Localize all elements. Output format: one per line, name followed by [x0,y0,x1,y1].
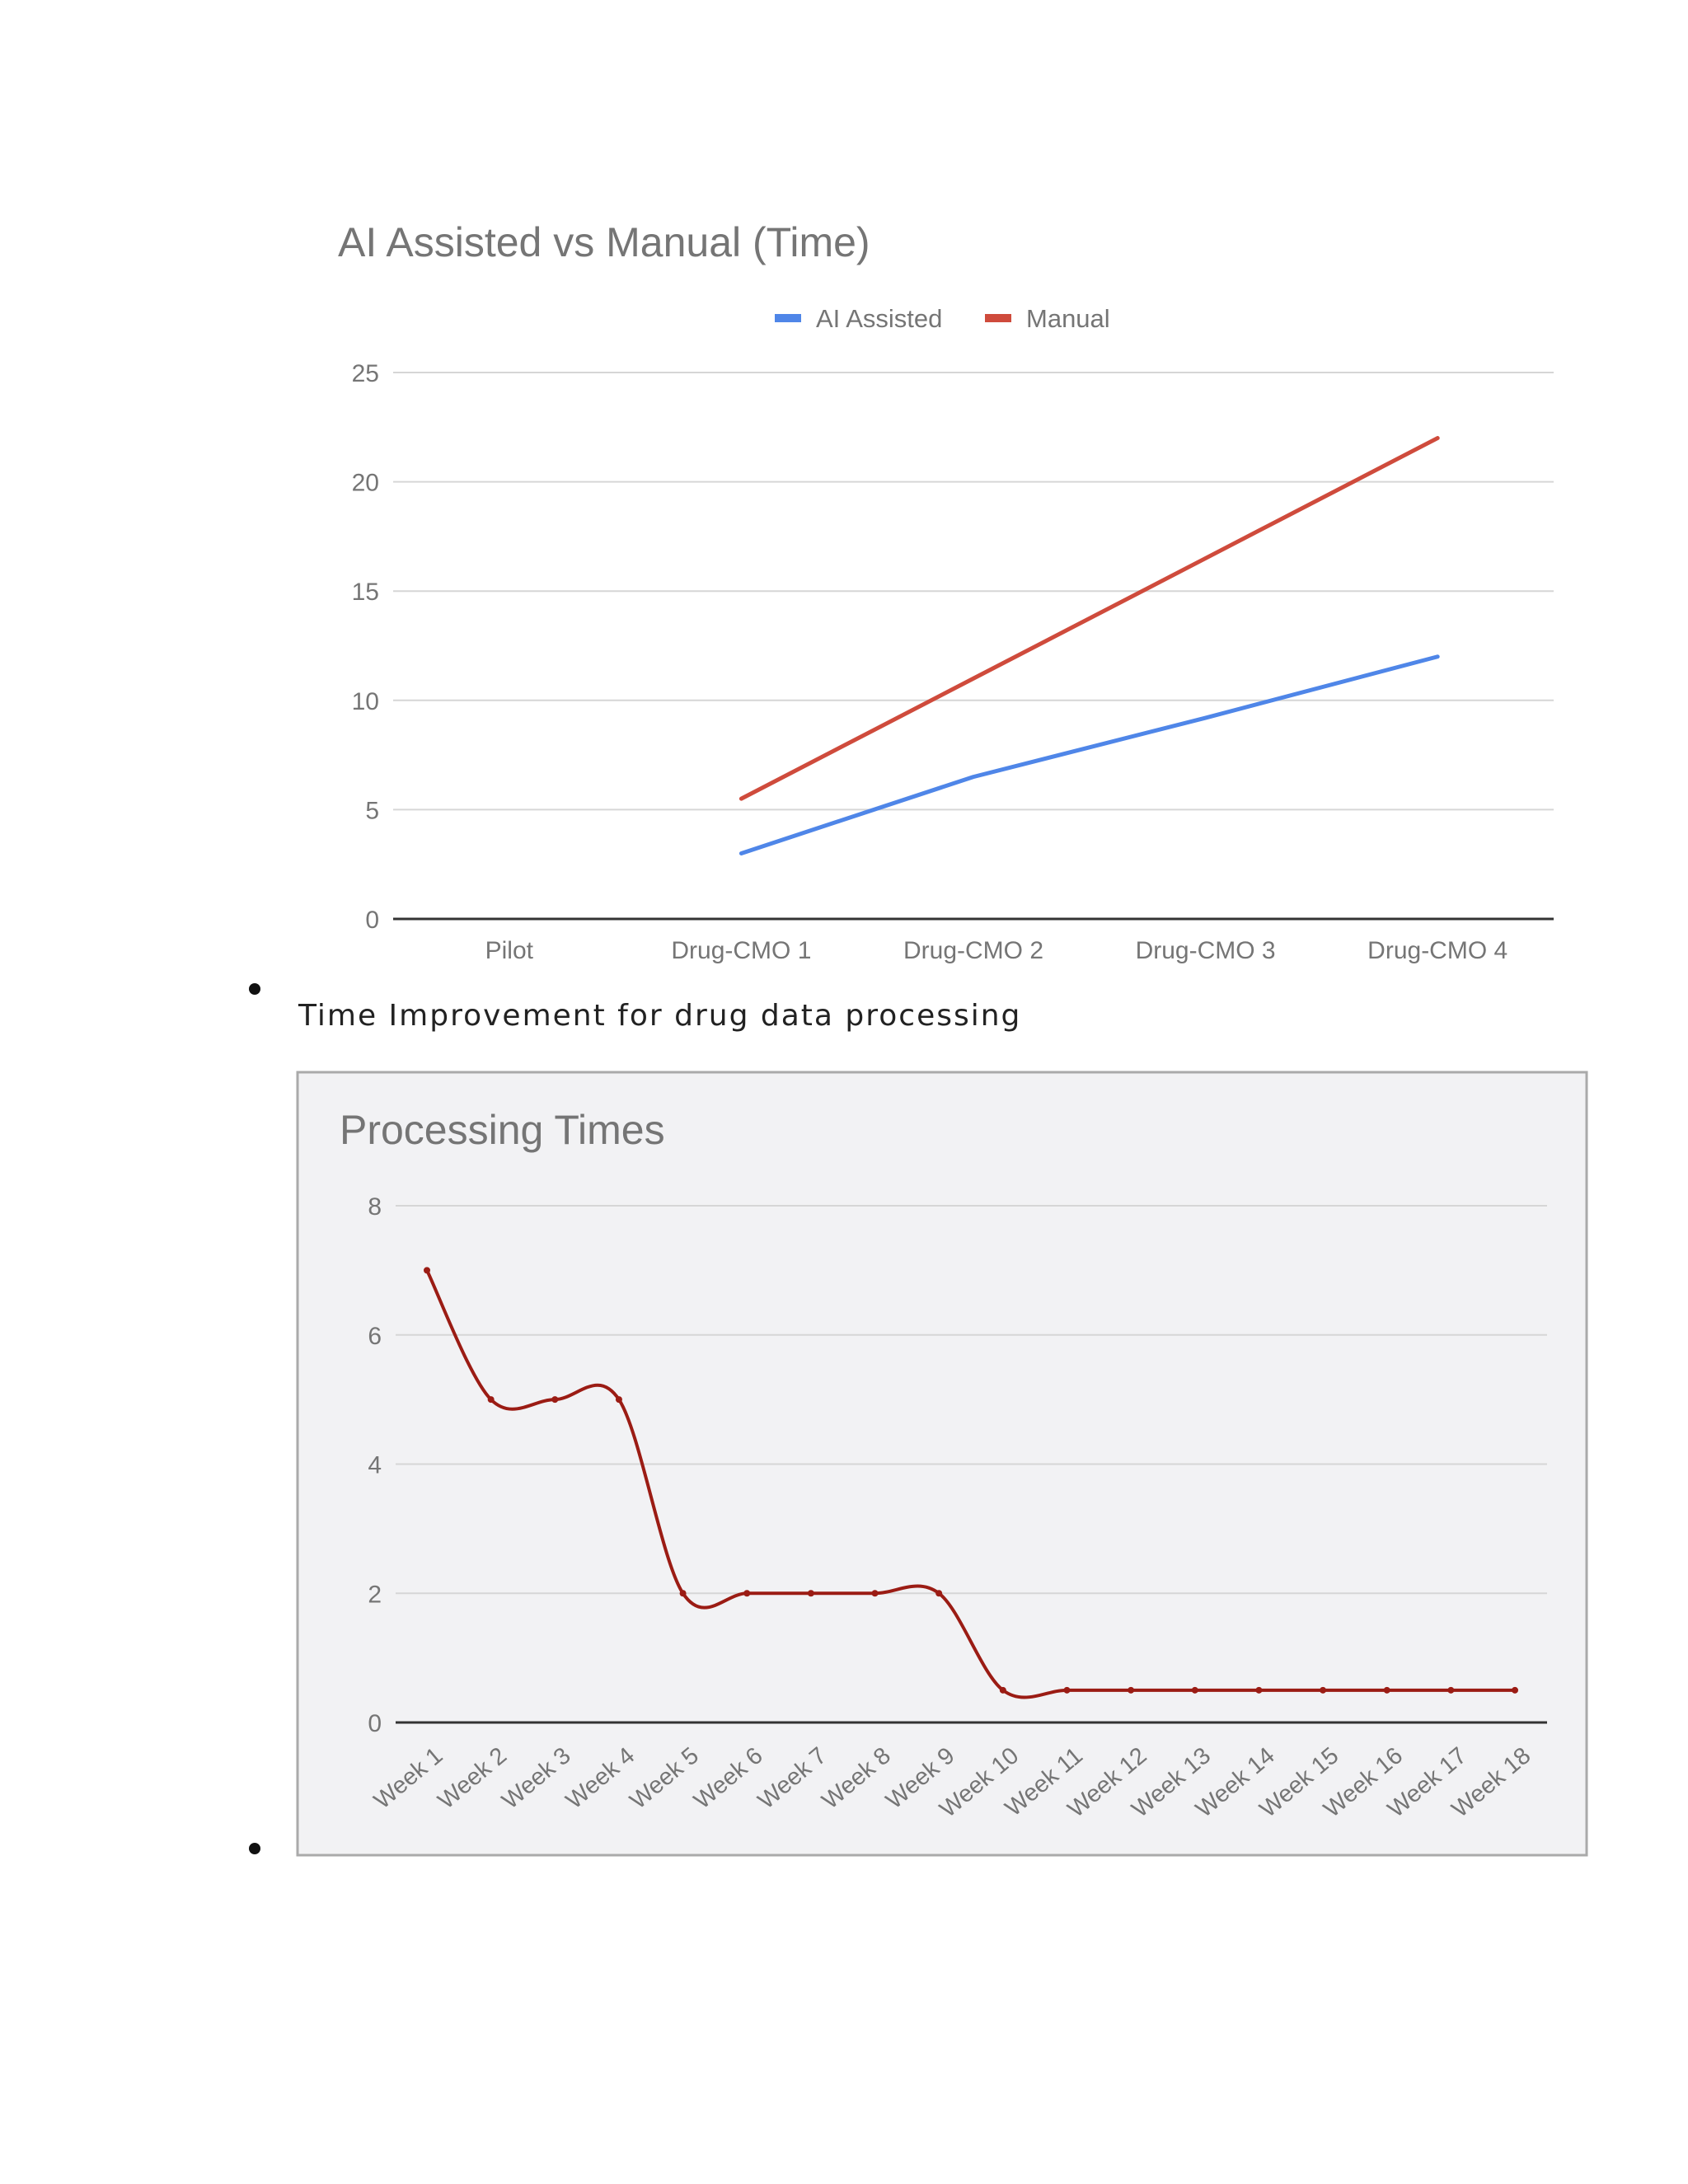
legend-item-manual: Manual [985,304,1110,333]
series-line-manual [738,436,1440,801]
y-tick-label: 6 [368,1323,382,1350]
series-line-ai-assisted [738,654,1440,855]
legend-label: AI Assisted [816,304,942,333]
x-tick-label: Drug-CMO 4 [1367,937,1507,964]
y-tick-label: 25 [352,360,379,387]
data-point [679,1590,687,1597]
data-point [1255,1686,1263,1694]
y-tick-label: 15 [352,579,379,606]
data-point [1063,1686,1071,1694]
data-point [1320,1686,1327,1694]
data-point [1128,1686,1135,1694]
y-tick-label: 10 [352,688,379,715]
x-tick-label: Pilot [485,937,534,964]
list-bullet [249,983,260,995]
legend-label: Manual [1026,304,1110,333]
y-tick-label: 5 [365,797,379,824]
data-point [1447,1686,1455,1694]
data-point [871,1590,879,1597]
legend-swatch [775,314,801,322]
data-point [615,1396,622,1404]
data-point [487,1396,495,1404]
legend-item-ai-assisted: AI Assisted [775,304,942,333]
y-tick-label: 20 [352,470,379,497]
y-tick-label: 0 [368,1710,382,1737]
data-point [1383,1686,1390,1694]
y-tick-label: 0 [365,907,379,934]
x-tick-label: Drug-CMO 3 [1136,937,1276,964]
x-tick-label: Drug-CMO 2 [903,937,1043,964]
x-tick-label: Drug-CMO 1 [671,937,811,964]
chart-title: AI Assisted vs Manual (Time) [338,219,870,265]
data-point [424,1267,430,1274]
figure-caption: Time Improvement for drug data processin… [298,999,1022,1033]
y-tick-label: 2 [368,1581,382,1608]
data-point [1191,1686,1198,1694]
data-point [1512,1686,1518,1694]
data-point [743,1590,751,1597]
list-bullet [249,1843,260,1854]
ai-vs-manual-chart: AI Assisted vs Manual (Time) AI Assisted M… [338,219,1554,964]
chart-title: Processing Times [340,1107,665,1153]
data-point [551,1396,559,1404]
y-tick-label: 8 [368,1193,382,1221]
data-point [935,1590,943,1597]
legend-swatch [985,314,1011,322]
data-point [807,1590,814,1597]
y-tick-label: 4 [368,1452,382,1479]
data-point [999,1686,1006,1694]
